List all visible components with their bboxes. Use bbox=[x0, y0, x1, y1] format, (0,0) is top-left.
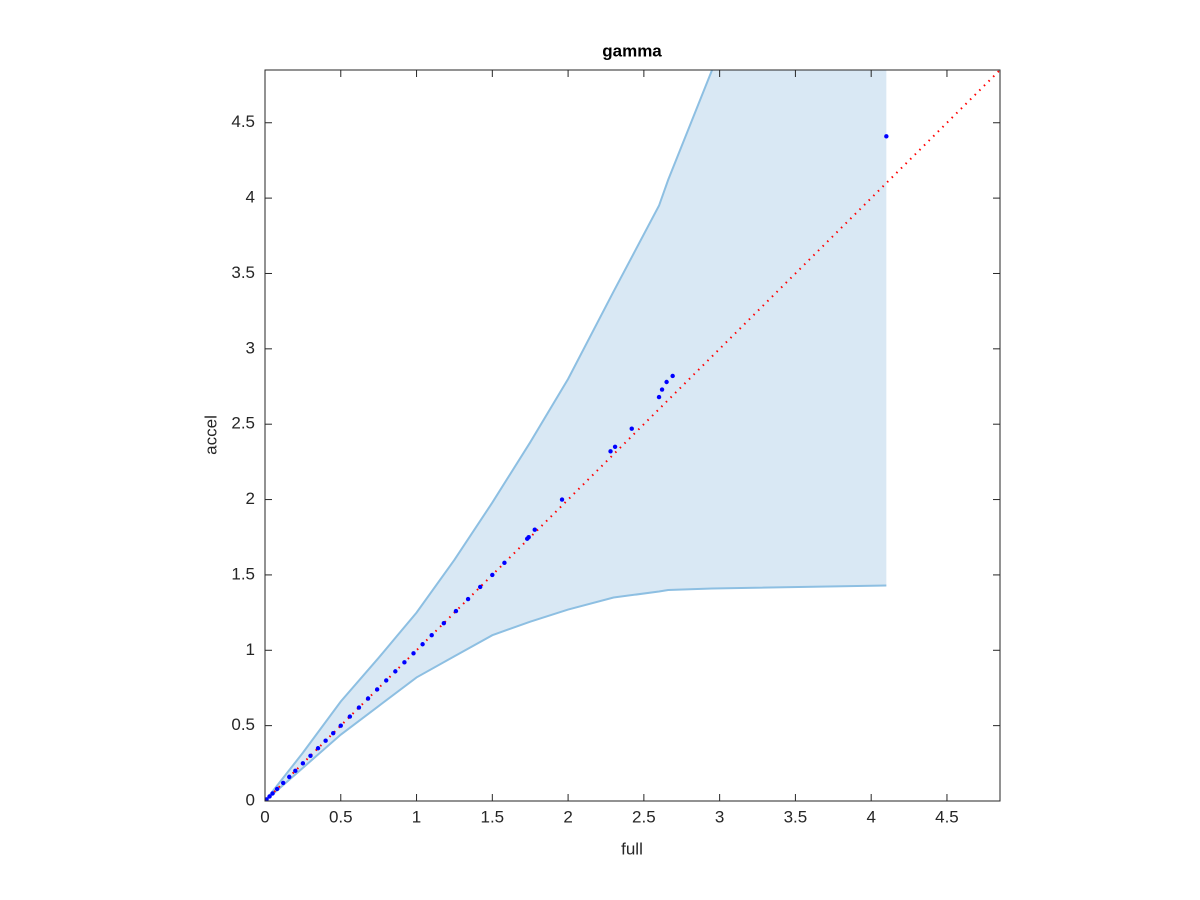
point bbox=[884, 134, 889, 139]
point bbox=[338, 723, 343, 728]
point bbox=[374, 687, 380, 692]
point bbox=[347, 714, 353, 719]
point bbox=[420, 642, 425, 647]
x-tick-label: 2 bbox=[563, 807, 572, 826]
point bbox=[664, 379, 669, 385]
axes-box bbox=[264, 69, 1001, 802]
point bbox=[308, 753, 313, 758]
band-upper-edge bbox=[265, 70, 714, 801]
point bbox=[287, 774, 292, 780]
point bbox=[608, 449, 613, 454]
x-axis-label: full bbox=[621, 839, 643, 858]
point bbox=[453, 608, 459, 614]
point bbox=[659, 387, 665, 392]
chart-title: gamma bbox=[602, 41, 662, 60]
y-tick-label: 2.5 bbox=[231, 414, 255, 433]
point bbox=[323, 738, 328, 743]
x-tick-label: 0.5 bbox=[329, 807, 353, 826]
y-tick-label: 0 bbox=[246, 790, 255, 809]
point bbox=[265, 797, 269, 801]
y-axis-label: accel bbox=[201, 415, 220, 455]
point bbox=[330, 730, 336, 736]
x-tick-label: 1.5 bbox=[480, 807, 504, 826]
point bbox=[477, 584, 483, 590]
band-lower-edge bbox=[265, 584, 887, 801]
point bbox=[502, 560, 507, 566]
x-tick-label: 3 bbox=[715, 807, 724, 826]
point bbox=[300, 761, 306, 766]
point bbox=[274, 786, 280, 792]
point bbox=[559, 497, 565, 502]
y-tick-label: 3.5 bbox=[231, 263, 255, 282]
point bbox=[293, 768, 298, 774]
point bbox=[315, 746, 321, 751]
point bbox=[526, 535, 531, 540]
point bbox=[280, 780, 286, 786]
y-tick-label: 2 bbox=[246, 489, 255, 508]
point bbox=[384, 678, 389, 683]
x-tick-label: 4 bbox=[866, 807, 875, 826]
point bbox=[612, 444, 618, 450]
point bbox=[429, 633, 434, 638]
point bbox=[629, 426, 634, 431]
point bbox=[356, 705, 362, 710]
point bbox=[365, 696, 371, 701]
y-tick-label: 4.5 bbox=[231, 112, 255, 131]
point bbox=[402, 660, 407, 665]
x-tick-label: 3.5 bbox=[784, 807, 808, 826]
point bbox=[393, 669, 398, 674]
point bbox=[656, 394, 662, 400]
y-tick-label: 1.5 bbox=[231, 564, 255, 583]
x-tick-label: 4.5 bbox=[935, 807, 959, 826]
x-tick-label: 1 bbox=[412, 807, 421, 826]
point bbox=[532, 527, 537, 532]
point bbox=[465, 596, 471, 602]
plot-area bbox=[265, 70, 1000, 801]
point bbox=[267, 794, 272, 799]
point bbox=[270, 791, 275, 796]
band-area bbox=[265, 70, 887, 801]
y-tick-label: 4 bbox=[246, 188, 255, 207]
x-tick-label: 2.5 bbox=[632, 807, 656, 826]
x-tick-label: 0 bbox=[260, 807, 269, 826]
point bbox=[411, 651, 416, 656]
y-tick-label: 1 bbox=[246, 640, 255, 659]
y-tick-label: 3 bbox=[246, 338, 255, 357]
point bbox=[490, 572, 495, 578]
point bbox=[670, 373, 675, 379]
point bbox=[441, 620, 447, 626]
y-tick-label: 0.5 bbox=[231, 715, 255, 734]
